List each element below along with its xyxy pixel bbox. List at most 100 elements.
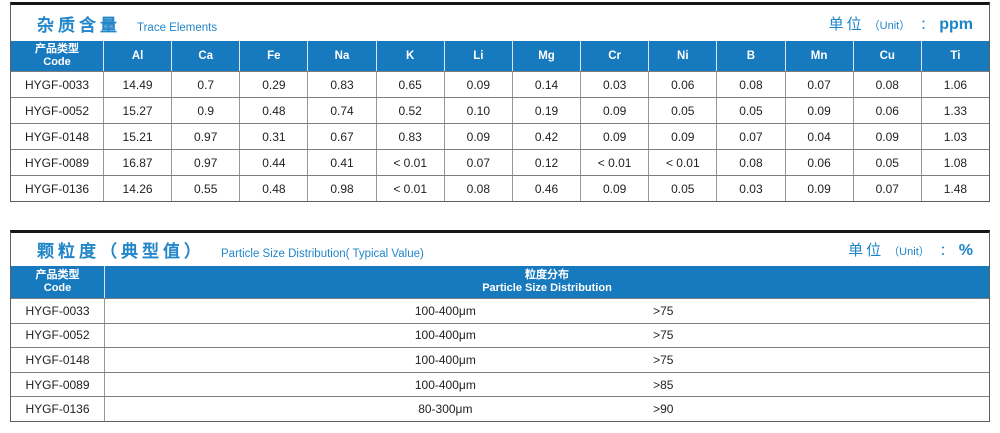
particle-size-range: 80-300μm (418, 402, 473, 417)
trace-cell-ti: 1.03 (920, 124, 989, 149)
trace-cell-ni: 0.05 (648, 176, 716, 201)
particle-percent-value: >75 (653, 303, 674, 318)
trace-cell-ca: 0.55 (171, 176, 239, 201)
trace-cell-cu: 0.08 (852, 72, 921, 97)
trace-cell-ni: < 0.01 (648, 150, 716, 175)
trace-title-group: 杂质含量 Trace Elements (37, 11, 217, 36)
particle-cell-distribution: 100-400μm >75 (104, 348, 989, 372)
trace-cell-b: 0.07 (716, 124, 784, 149)
trace-cell-fe: 0.31 (239, 124, 307, 149)
particle-table-body: HYGF-0033 100-400μm >75 HYGF-0052 100-400μm >… (11, 298, 989, 421)
particle-title-group: 颗粒度（典型值） Particle Size Distribution( Typ… (37, 237, 424, 262)
unit-label-paren: （Unit） (868, 19, 911, 32)
particle-unit-group: 单位 （Unit） ： % (848, 239, 973, 260)
trace-cell-na: 0.41 (307, 150, 375, 175)
trace-table-row: HYGF-0148 15.21 0.97 0.31 0.67 0.83 0.09 0.42 0.… (11, 123, 989, 149)
particle-dist-header: 粒度分布 Particle Size Distribution (104, 266, 989, 298)
trace-cell-al: 14.49 (103, 72, 171, 97)
particle-table-row: HYGF-0089 100-400μm >85 (11, 371, 989, 397)
particle-cell-code: HYGF-0148 (25, 352, 90, 367)
trace-cell-cr: 0.03 (580, 72, 648, 97)
trace-cell-ti: 1.08 (920, 150, 989, 175)
trace-column-header-ca: Ca (171, 41, 239, 71)
trace-cell-mg: 0.19 (511, 98, 580, 123)
particle-table-row: HYGF-0052 100-400μm >75 (11, 322, 989, 348)
particle-percent-value: >90 (653, 402, 674, 417)
trace-cell-code: HYGF-0033 (24, 77, 90, 92)
trace-code-header-zh: 产品类型 (35, 42, 79, 55)
trace-title-zh: 杂质含量 (37, 15, 121, 35)
trace-table-row: HYGF-0089 16.87 0.97 0.44 0.41 < 0.01 0.07 0.12… (11, 149, 989, 175)
trace-column-header-k: K (375, 41, 444, 71)
trace-cell-ca: 0.97 (171, 124, 239, 149)
trace-cell-ni: 0.06 (648, 72, 716, 97)
trace-cell-k: 0.52 (375, 98, 444, 123)
trace-cell-li: 0.09 (443, 72, 512, 97)
trace-cell-k: < 0.01 (375, 150, 444, 175)
trace-cell-b: 0.08 (716, 150, 784, 175)
trace-cell-mn: 0.04 (784, 124, 853, 149)
particle-title-zh: 颗粒度（典型值） (37, 242, 205, 261)
trace-table-row: HYGF-0052 15.27 0.9 0.48 0.74 0.52 0.10 0.19 0.0… (11, 97, 989, 123)
trace-cell-k: < 0.01 (375, 176, 444, 201)
trace-cell-mg: 0.14 (511, 72, 580, 97)
trace-code-header: 产品类型 Code (11, 41, 103, 71)
trace-column-header-li: Li (443, 41, 512, 71)
trace-cell-k: 0.83 (375, 124, 444, 149)
trace-cell-al: 15.21 (103, 124, 171, 149)
trace-column-header-ti: Ti (920, 41, 989, 71)
particle-cell-distribution: 80-300μm >90 (104, 397, 989, 421)
trace-title-bar: 杂质含量 Trace Elements 单位 （Unit） ： ppm (11, 5, 989, 41)
trace-cell-code: HYGF-0148 (24, 129, 90, 144)
trace-cell-li: 0.08 (443, 176, 512, 201)
trace-column-header-fe: Fe (239, 41, 307, 71)
particle-code-header: 产品类型 Code (11, 266, 104, 298)
trace-cell-na: 0.67 (307, 124, 375, 149)
trace-cell-li: 0.10 (443, 98, 512, 123)
particle-table-row: HYGF-0136 80-300μm >90 (11, 396, 989, 421)
unit-label-zh: 单位 (828, 15, 865, 33)
trace-cell-ca: 0.9 (171, 98, 239, 123)
particle-dist-header-en: Particle Size Distribution (482, 282, 612, 294)
trace-cell-b: 0.08 (716, 72, 784, 97)
trace-code-header-en: Code (43, 56, 71, 68)
trace-cell-na: 0.83 (307, 72, 375, 97)
particle-header-row: 产品类型 Code 粒度分布 Particle Size Distributio… (11, 266, 989, 298)
trace-cell-mg: 0.12 (511, 150, 580, 175)
particle-percent-value: >75 (653, 352, 674, 367)
trace-cell-na: 0.74 (307, 98, 375, 123)
trace-cell-fe: 0.29 (239, 72, 307, 97)
trace-cell-al: 14.26 (103, 176, 171, 201)
trace-cell-li: 0.09 (443, 124, 512, 149)
trace-cell-cu: 0.07 (852, 176, 921, 201)
trace-column-header-cr: Cr (580, 41, 648, 71)
trace-header-row: 产品类型 Code Al Ca Fe Na K Li Mg Cr Ni B Mn Cu Ti (11, 41, 989, 71)
particle-size-table: 颗粒度（典型值） Particle Size Distribution( Typ… (10, 230, 990, 422)
trace-cell-code: HYGF-0052 (24, 103, 90, 118)
trace-cell-fe: 0.44 (239, 150, 307, 175)
particle-size-range: 100-400μm (414, 328, 476, 343)
trace-cell-li: 0.07 (443, 150, 512, 175)
particle-table-row: HYGF-0148 100-400μm >75 (11, 347, 989, 372)
particle-dist-header-zh: 粒度分布 (525, 268, 569, 281)
trace-column-header-cu: Cu (852, 41, 921, 71)
trace-column-header-mn: Mn (784, 41, 853, 71)
trace-cell-cu: 0.05 (852, 150, 921, 175)
trace-cell-b: 0.03 (716, 176, 784, 201)
trace-cell-cu: 0.09 (852, 124, 921, 149)
particle-cell-distribution: 100-400μm >75 (104, 323, 989, 348)
trace-table-row: HYGF-0136 14.26 0.55 0.48 0.98 < 0.01 0.08 0.46… (11, 175, 989, 201)
particle-cell-code: HYGF-0033 (25, 303, 90, 318)
trace-column-header-ni: Ni (648, 41, 716, 71)
spec-sheet: 杂质含量 Trace Elements 单位 （Unit） ： ppm 产品类型… (10, 2, 990, 422)
trace-cell-fe: 0.48 (239, 176, 307, 201)
trace-cell-na: 0.98 (307, 176, 375, 201)
unit-colon: ： (920, 16, 934, 32)
trace-cell-ni: 0.05 (648, 98, 716, 123)
trace-cell-mn: 0.09 (784, 176, 853, 201)
trace-elements-table: 杂质含量 Trace Elements 单位 （Unit） ： ppm 产品类型… (10, 2, 990, 202)
unit-label-zh: 单位 (848, 242, 885, 259)
trace-cell-cr: < 0.01 (580, 150, 648, 175)
trace-cell-cr: 0.09 (580, 98, 648, 123)
unit-value-percent: % (958, 242, 973, 259)
